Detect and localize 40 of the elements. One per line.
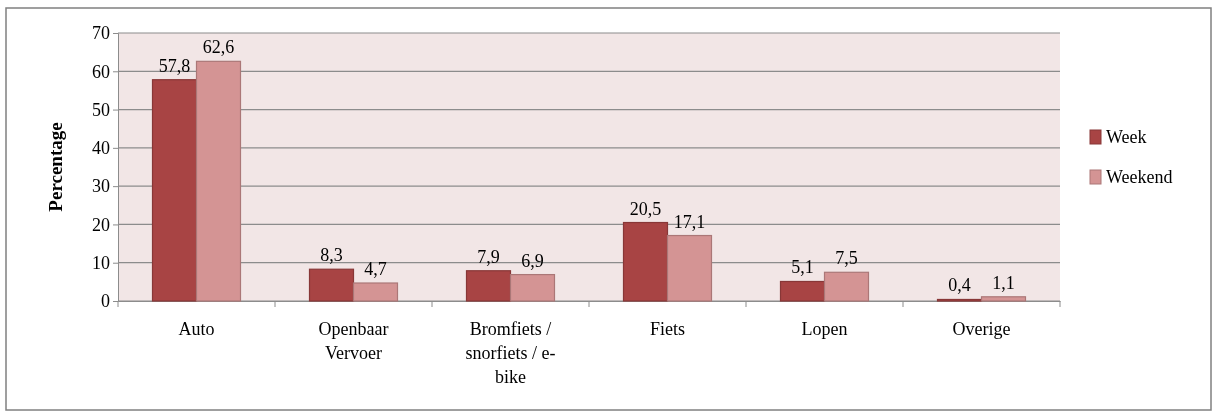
- data-label: 7,9: [477, 246, 500, 267]
- y-tick-label: 70: [92, 23, 110, 44]
- bar: [352, 282, 399, 302]
- data-label: 5,1: [791, 257, 814, 278]
- data-label: 17,1: [673, 211, 706, 232]
- y-tick-label: 20: [92, 214, 110, 235]
- x-tick-label: Overige: [952, 319, 1011, 339]
- bar: [666, 234, 713, 302]
- y-tick-label: 10: [92, 252, 110, 273]
- data-label: 6,9: [521, 250, 544, 271]
- bar: [509, 273, 556, 302]
- data-label: 8,3: [320, 245, 343, 266]
- data-label: 4,7: [364, 259, 387, 280]
- y-tick-label: 40: [92, 138, 110, 159]
- data-label: 62,6: [202, 37, 235, 58]
- x-tick-label: Fiets: [649, 319, 686, 339]
- legend-label: Week: [1106, 127, 1147, 147]
- data-label: 1,1: [992, 272, 1015, 293]
- bar: [823, 271, 870, 302]
- y-tick-label: 60: [92, 61, 110, 82]
- y-axis-title: Percentage: [45, 122, 66, 212]
- x-tick-label: Lopen: [801, 319, 848, 339]
- bar: [622, 221, 669, 302]
- bar: [980, 296, 1027, 302]
- x-tick-label: Openbaar Vervoer: [318, 319, 389, 363]
- bar: [308, 268, 355, 302]
- x-tick-label: Auto: [178, 319, 215, 339]
- legend-label: Weekend: [1106, 167, 1173, 187]
- bar: [151, 79, 198, 302]
- data-label: 0,4: [948, 275, 971, 296]
- y-tick-label: 30: [92, 176, 110, 197]
- data-label: 20,5: [629, 198, 662, 219]
- x-tick-label: Bromfiets / snorfiets / e-bike: [465, 319, 556, 387]
- data-label: 7,5: [835, 248, 858, 269]
- bar: [465, 270, 512, 302]
- bar: [195, 60, 242, 302]
- bar: [779, 280, 826, 302]
- data-label: 57,8: [158, 55, 191, 76]
- y-tick-label: 0: [101, 291, 110, 312]
- y-tick-label: 50: [92, 99, 110, 120]
